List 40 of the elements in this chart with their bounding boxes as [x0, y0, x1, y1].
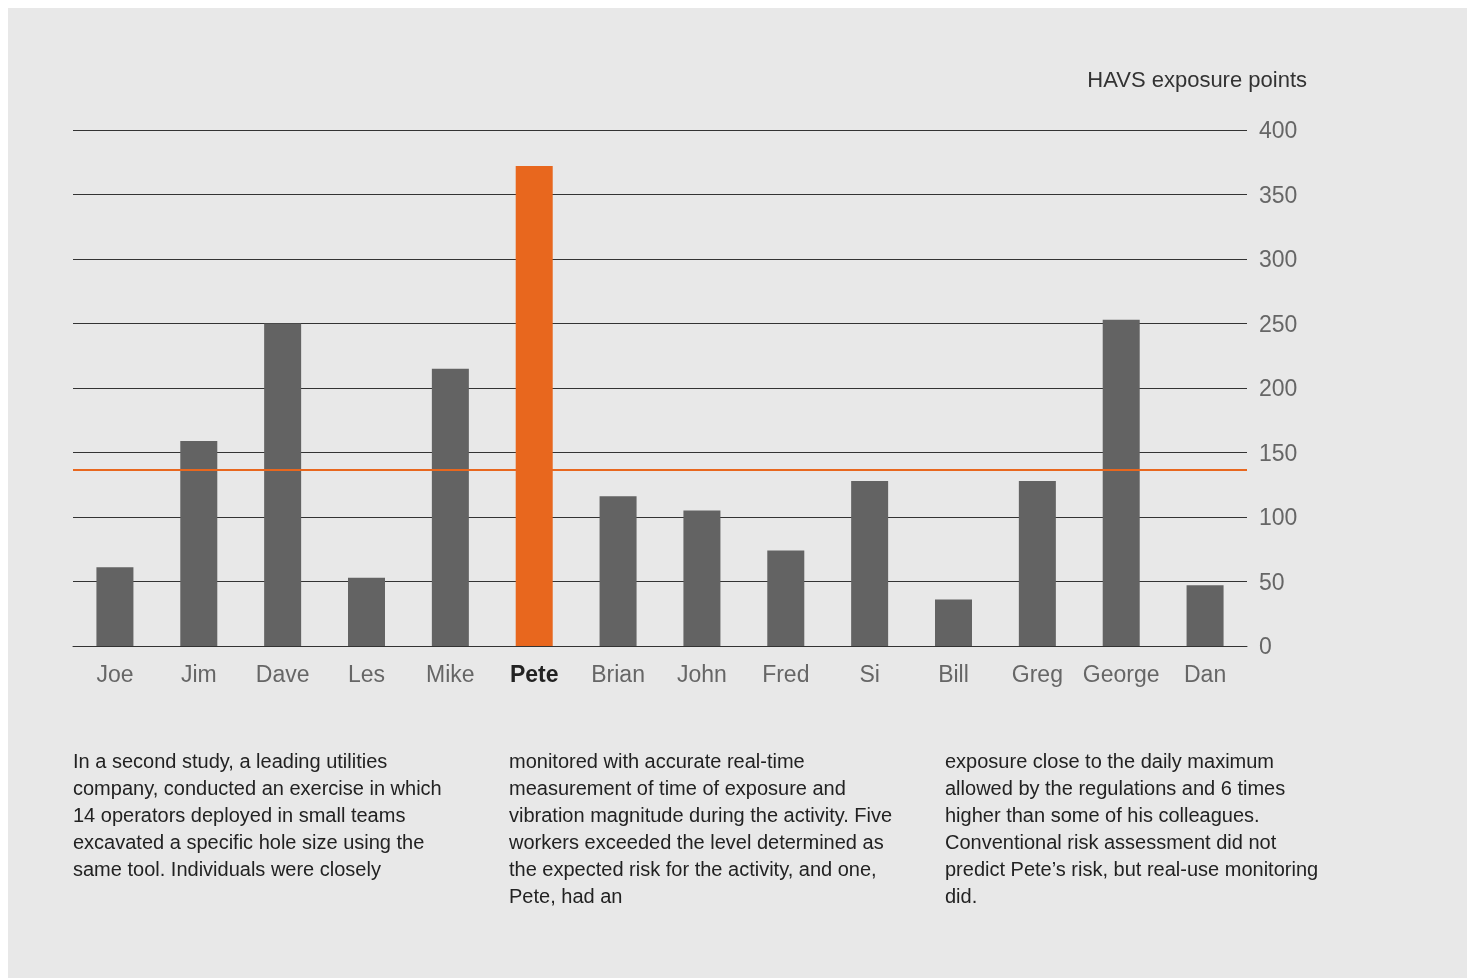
x-tick-label: Brian: [591, 660, 645, 687]
bar: [935, 599, 972, 646]
x-tick-label: Pete: [509, 660, 559, 687]
text: exposure close to the daily maximum allowed by the regulations and 6 times higher than some of his colleagues. Conventional risk assessment did not predict Pete’s risk, but real-use monitoring did.: [945, 749, 1320, 909]
y-tick-label: 150: [1259, 439, 1298, 466]
x-tick-label: Si: [859, 660, 880, 687]
y-tick-label: 100: [1259, 504, 1298, 530]
bar: [1102, 319, 1140, 646]
y-tick-label: 350: [1259, 181, 1298, 208]
bar: [851, 480, 889, 646]
y-tick-label: 200: [1259, 375, 1298, 401]
bar: [431, 368, 469, 646]
bar: [767, 550, 805, 646]
x-tick-label: John: [676, 660, 727, 687]
bar: [96, 567, 134, 646]
x-tick-label: Jim: [180, 660, 217, 687]
x-tick-label: Joe: [96, 660, 134, 687]
y-tick-label: 0: [1259, 633, 1272, 659]
x-tick-label: Greg: [1011, 660, 1063, 687]
y-tick-label: 300: [1259, 246, 1298, 272]
bar: [683, 510, 721, 646]
text: In a second study, a leading utilities company, conducted an exercise in which 14 operators deployed in small teams excavated a specific hole size using the same tool. Individuals were closely: [73, 749, 443, 882]
bar: [1186, 585, 1224, 646]
x-tick-label: George: [1082, 660, 1160, 687]
bar: [1018, 480, 1056, 646]
y-tick-label: 400: [1259, 117, 1298, 143]
bar: [599, 496, 637, 646]
x-tick-label: Mike: [426, 660, 475, 687]
y-tick-label: 250: [1259, 310, 1298, 337]
x-tick-label: Bill: [938, 660, 969, 687]
y-axis-title: HAVS exposure points: [1087, 66, 1307, 92]
bar: [348, 577, 385, 646]
bar: [180, 440, 218, 646]
bar: [264, 323, 302, 646]
x-tick-label: Fred: [762, 660, 810, 687]
x-tick-label: Dave: [255, 660, 310, 687]
x-tick-label: Dan: [1183, 660, 1227, 687]
x-tick-label: Les: [347, 660, 386, 687]
text: monitored with accurate real-time measurement of time of exposure and vibration magnitude during the activity. Five workers exceeded the level determined as the expected risk for the activity, and one, Pete, had an: [509, 749, 894, 909]
y-tick-label: 50: [1259, 568, 1285, 595]
